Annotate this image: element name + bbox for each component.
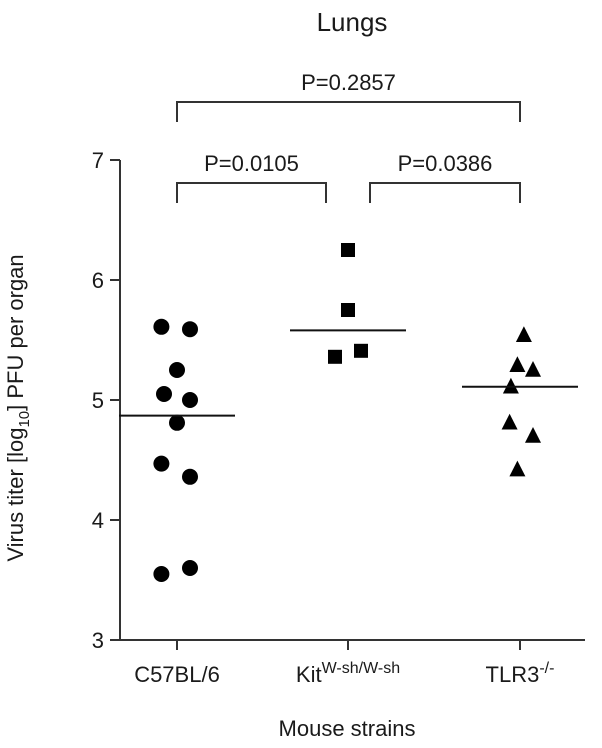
y-tick-label: 6	[92, 268, 104, 293]
y-axis-label: Virus titer [log10] PFU per organ	[3, 254, 33, 561]
data-point-circle	[182, 392, 198, 408]
data-point-circle	[156, 386, 172, 402]
significance-bracket	[369, 182, 521, 203]
y-tick-label: 3	[92, 628, 104, 653]
data-point-triangle	[515, 326, 532, 342]
p-value-label: P=0.0105	[204, 151, 299, 176]
data-point-triangle	[501, 413, 518, 430]
data-point-circle	[182, 560, 198, 576]
data-points	[119, 243, 578, 582]
x-tick-label: KitW-sh/W-sh	[296, 660, 400, 687]
p-value-label: P=0.0386	[398, 151, 493, 176]
data-point-square	[341, 243, 355, 257]
data-point-circle	[182, 321, 198, 338]
significance-bracket	[176, 101, 521, 122]
data-point-circle	[153, 455, 170, 472]
x-tick-label: C57BL/6	[134, 662, 220, 687]
x-tick-label: TLR3-/-	[486, 660, 555, 687]
significance-bracket	[176, 182, 327, 203]
data-point-circle	[182, 468, 198, 485]
y-tick-label: 5	[92, 388, 104, 413]
y-tick-label: 4	[92, 508, 104, 533]
data-point-triangle	[525, 361, 541, 377]
data-point-triangle	[525, 427, 541, 443]
chart-title: Lungs	[317, 7, 388, 37]
data-point-circle	[169, 414, 185, 431]
data-point-circle	[169, 362, 185, 378]
data-point-triangle	[502, 377, 519, 394]
data-point-triangle	[509, 460, 526, 477]
data-point-square	[341, 303, 355, 317]
y-tick-label: 7	[92, 148, 104, 173]
data-point-circle	[153, 318, 170, 335]
x-axis-label: Mouse strains	[279, 716, 416, 741]
data-point-square	[328, 349, 342, 364]
data-point-circle	[153, 566, 170, 582]
data-point-triangle	[509, 356, 526, 372]
p-value-label: P=0.2857	[301, 70, 396, 95]
significance-annotations: P=0.0105 P=0.0386 P=0.2857	[176, 70, 521, 203]
data-point-square	[354, 343, 368, 358]
axes: 3 4 5 6 7 C57BL/6 KitW-sh/W-sh TLR3-/-	[92, 148, 585, 687]
